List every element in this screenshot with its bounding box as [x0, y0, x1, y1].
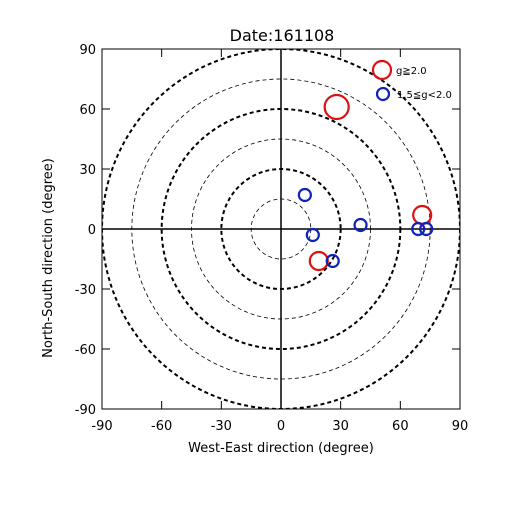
x-axis-label: West-East direction (degree)	[188, 441, 374, 456]
x-tick-label: 60	[392, 419, 409, 434]
data-point-series-1-4	[411, 221, 426, 237]
data-point-series-0-0	[323, 93, 350, 121]
y-tick-label: 0	[88, 223, 96, 238]
y-tick-label: 90	[79, 43, 96, 58]
x-tick-label: 0	[277, 419, 285, 434]
data-point-series-0-1	[412, 204, 433, 226]
x-tick-label: 30	[332, 419, 349, 434]
legend: g≧2.0 1.5≦g<2.0	[371, 59, 452, 102]
axes	[101, 48, 461, 410]
data-point-series-1-5	[419, 221, 434, 237]
x-tick-label: -90	[91, 419, 112, 434]
data-points	[297, 93, 434, 272]
y-tick-label: 60	[79, 103, 96, 118]
legend-label-0: g≧2.0	[396, 66, 427, 77]
legend-label-1: 1.5≦g<2.0	[397, 90, 452, 101]
chart-title: Date:161108	[230, 26, 335, 45]
data-point-series-1-3	[325, 253, 340, 269]
tick-labels: -90 -60 -30 0 30 60 90 90 60 30 0 -30 -60 -90	[75, 43, 469, 434]
y-tick-label: -30	[75, 283, 96, 298]
data-point-series-1-1	[353, 217, 368, 233]
x-tick-label: -60	[151, 419, 172, 434]
legend-marker-0	[371, 59, 393, 81]
x-tick-label: 90	[452, 419, 469, 434]
x-tick-label: -30	[211, 419, 232, 434]
legend-marker-1	[375, 86, 391, 102]
y-tick-label: -60	[75, 343, 96, 358]
y-tick-label: 30	[79, 163, 96, 178]
data-point-series-0-2	[308, 250, 329, 272]
y-tick-label: -90	[75, 403, 96, 418]
data-point-series-1-0	[297, 187, 312, 203]
data-point-series-1-2	[305, 227, 320, 243]
y-axis-label: North-South direction (degree)	[41, 158, 56, 358]
